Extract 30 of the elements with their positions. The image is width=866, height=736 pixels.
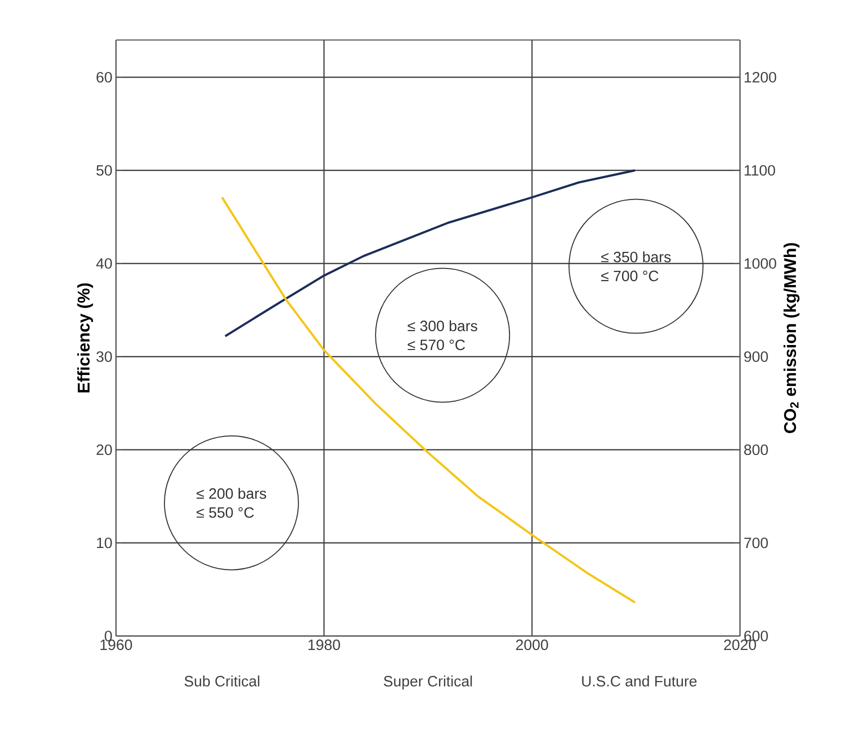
y2-tick-label: 800	[744, 444, 768, 456]
y-tick-label: 60	[96, 72, 112, 83]
y2-tick-label: 1100	[744, 165, 776, 176]
y2-axis-title: CO$_{2}$ emission (kg/MWh)	[784, 243, 800, 434]
y2-tick-label: 1000	[744, 258, 776, 269]
annotation: ≤ 300 bars	[408, 320, 478, 332]
y-tick-label: 10	[97, 538, 112, 548]
line-series	[224, 169, 636, 338]
annotation: ≤ 200 bars	[196, 488, 266, 499]
text: U.S.C and Future	[582, 676, 697, 686]
y-tick-label: 20	[96, 444, 112, 456]
annotation: ≤ 350 bars	[601, 251, 671, 262]
y-tick-label: 40	[96, 258, 112, 269]
x-tick-label: 2020	[724, 640, 756, 650]
text: Sub Critical	[184, 676, 260, 686]
y2-tick-label: 700	[744, 538, 768, 548]
y-tick-label: 30	[96, 351, 112, 362]
annotation: ≤ 700 °C	[601, 270, 658, 282]
text: Super Critical	[384, 676, 472, 690]
y-axis-title: Efficiency (%)	[77, 283, 94, 392]
y2-tick-label: 900	[744, 351, 768, 362]
annotation: ≤ 570 °C	[408, 340, 465, 350]
x-tick-label: 1960	[100, 640, 132, 650]
y-tick-label: 0	[104, 630, 112, 642]
annotation: ≤ 550 °C	[196, 507, 254, 518]
y2-tick-label: 1200	[744, 72, 776, 83]
x-tick-label: 1980	[308, 640, 340, 650]
x-tick-label: 2000	[516, 640, 548, 650]
y2-tick-label: 600	[744, 630, 768, 642]
y-tick-label: 50	[96, 165, 112, 176]
